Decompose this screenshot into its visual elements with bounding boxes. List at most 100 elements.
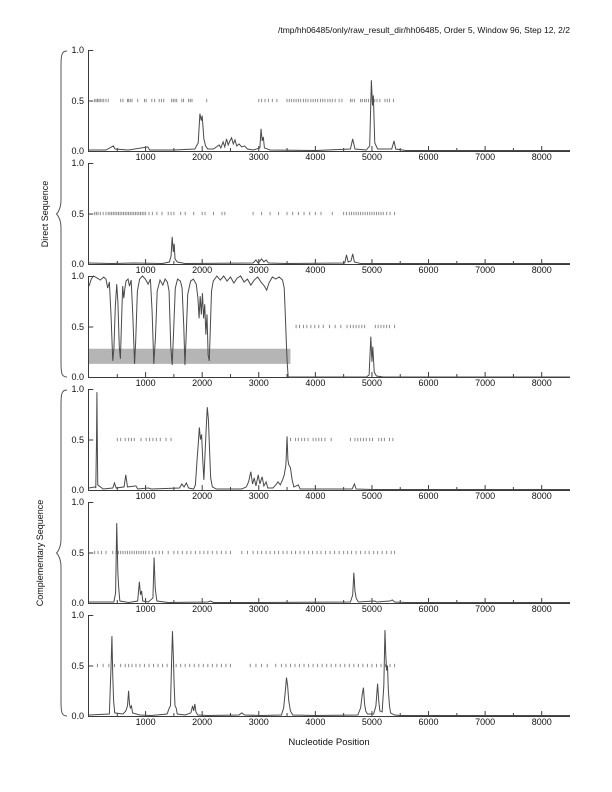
probability-curve bbox=[89, 80, 570, 150]
x-tick-label: 6000 bbox=[418, 378, 439, 388]
y-tick-label: 1.0 bbox=[71, 384, 84, 394]
probability-curve bbox=[89, 523, 570, 602]
complementary-sequence-label: Complementary Sequence bbox=[35, 499, 45, 607]
x-tick-label: 5000 bbox=[361, 265, 382, 275]
x-tick-label: 4000 bbox=[305, 604, 326, 614]
orf-marker-row bbox=[117, 438, 393, 441]
x-tick-label: 3000 bbox=[248, 604, 269, 614]
x-tick-label: 4000 bbox=[305, 152, 326, 162]
x-tick-label: 7000 bbox=[475, 152, 496, 162]
x-tick-label: 1000 bbox=[135, 152, 156, 162]
x-tick-label: 5000 bbox=[361, 491, 382, 501]
complementary-group-brace bbox=[55, 389, 68, 717]
y-tick-label: 0.0 bbox=[71, 485, 84, 495]
x-tick-label: 7000 bbox=[475, 491, 496, 501]
panel-plot-area bbox=[89, 276, 570, 377]
y-tick-label: 1.0 bbox=[71, 45, 84, 55]
x-tick-label: 2000 bbox=[192, 378, 213, 388]
panel-plot-area bbox=[89, 502, 570, 603]
highlight-band bbox=[89, 348, 291, 364]
x-tick-label: 6000 bbox=[418, 152, 439, 162]
x-tick-label-row: 1000 2000 3000 4000 5000 6000 7000 8000 bbox=[89, 491, 570, 502]
x-tick-label: 2000 bbox=[192, 717, 213, 727]
x-tick-label: 3000 bbox=[248, 265, 269, 275]
x-tick-label: 4000 bbox=[305, 378, 326, 388]
axis-ticks bbox=[89, 389, 542, 490]
axis-ticks bbox=[89, 615, 542, 716]
x-tick-label: 3000 bbox=[248, 152, 269, 162]
x-tick-label: 3000 bbox=[248, 491, 269, 501]
x-tick-label: 5000 bbox=[361, 378, 382, 388]
x-tick-label: 3000 bbox=[248, 378, 269, 388]
panel-direct-frame-2: 1.0 0.5 0.0 1000 2000 3000 4000 5000 6000 7000 800… bbox=[71, 158, 570, 275]
panel-complementary-frame-3: 1.0 0.5 0.0 1000 2000 3000 4000 5000 6000 7000 800… bbox=[71, 610, 570, 727]
panel-complementary-frame-2: 1.0 0.5 0.0 1000 2000 3000 4000 5000 6000 7000 800… bbox=[71, 497, 570, 614]
direct-group-brace bbox=[55, 50, 68, 378]
x-tick-label: 6000 bbox=[418, 717, 439, 727]
probability-curve bbox=[89, 237, 570, 264]
x-tick-label: 5000 bbox=[361, 604, 382, 614]
panel-plot-area bbox=[89, 615, 570, 716]
y-tick-label: 0.5 bbox=[71, 321, 84, 332]
x-tick-label: 1000 bbox=[135, 604, 156, 614]
orf-marker-row bbox=[296, 325, 394, 328]
y-tick-label: 0.0 bbox=[71, 598, 84, 608]
x-tick-label: 7000 bbox=[475, 378, 496, 388]
panel-plot-area bbox=[89, 163, 570, 264]
y-tick-label: 1.0 bbox=[71, 158, 84, 168]
x-tick-label: 5000 bbox=[361, 717, 382, 727]
plot-title: /tmp/hh06485/only/raw_result_dir/hh06485… bbox=[277, 25, 570, 35]
x-tick-label: 8000 bbox=[531, 152, 552, 162]
y-tick-label: 0.0 bbox=[71, 146, 84, 156]
x-tick-label: 2000 bbox=[192, 152, 213, 162]
probability-curve bbox=[89, 276, 570, 377]
x-tick-label: 1000 bbox=[135, 717, 156, 727]
x-tick-label: 4000 bbox=[305, 265, 326, 275]
x-tick-label: 7000 bbox=[475, 604, 496, 614]
orf-marker-row bbox=[97, 664, 394, 667]
y-tick-label: 0.5 bbox=[71, 208, 84, 219]
x-tick-label: 6000 bbox=[418, 491, 439, 501]
probability-curve bbox=[89, 392, 570, 489]
x-tick-label: 7000 bbox=[475, 265, 496, 275]
x-tick-label: 4000 bbox=[305, 491, 326, 501]
x-tick-label: 7000 bbox=[475, 717, 496, 727]
y-tick-label: 0.5 bbox=[71, 434, 84, 445]
x-tick-label: 4000 bbox=[305, 717, 326, 727]
panel-direct-frame-1: 1.0 0.5 0.0 1000 2000 3000 4000 5000 6000 7000 800… bbox=[71, 45, 570, 162]
panel-complementary-frame-1: 1.0 0.5 0.0 1000 2000 3000 4000 5000 6000 7000 800… bbox=[71, 384, 570, 501]
x-tick-label: 2000 bbox=[192, 604, 213, 614]
x-tick-label: 3000 bbox=[248, 717, 269, 727]
x-tick-label: 2000 bbox=[192, 491, 213, 501]
y-tick-label: 1.0 bbox=[71, 610, 84, 620]
x-tick-label: 8000 bbox=[531, 265, 552, 275]
x-tick-label: 1000 bbox=[135, 265, 156, 275]
y-tick-label: 0.5 bbox=[71, 660, 84, 671]
x-tick-label: 8000 bbox=[531, 491, 552, 501]
y-tick-label: 1.0 bbox=[71, 497, 84, 507]
x-tick-label: 8000 bbox=[531, 378, 552, 388]
x-tick-label: 5000 bbox=[361, 152, 382, 162]
y-tick-label: 0.5 bbox=[71, 547, 84, 558]
y-tick-label: 1.0 bbox=[71, 271, 84, 281]
probability-curve bbox=[89, 630, 570, 715]
x-tick-label-row: 1000 2000 3000 4000 5000 6000 7000 8000 bbox=[89, 717, 570, 728]
x-tick-label-row: 1000 2000 3000 4000 5000 6000 7000 8000 bbox=[89, 265, 570, 276]
x-tick-label: 2000 bbox=[192, 265, 213, 275]
x-tick-label-row: 1000 2000 3000 4000 5000 6000 7000 8000 bbox=[89, 378, 570, 389]
panel-plot-area bbox=[89, 50, 570, 151]
x-tick-label-row: 1000 2000 3000 4000 5000 6000 7000 8000 bbox=[89, 152, 570, 163]
x-tick-label: 1000 bbox=[135, 491, 156, 501]
panel-direct-frame-3: 1.0 0.5 0.0 1000 2000 3000 4000 5000 6000 7000 800… bbox=[71, 271, 570, 388]
direct-sequence-label: Direct Sequence bbox=[40, 180, 50, 248]
x-tick-label: 6000 bbox=[418, 604, 439, 614]
x-tick-label: 8000 bbox=[531, 604, 552, 614]
y-tick-label: 0.0 bbox=[71, 372, 84, 382]
orf-marker-row bbox=[95, 212, 395, 215]
orf-marker-row bbox=[95, 551, 395, 554]
x-tick-label: 6000 bbox=[418, 265, 439, 275]
x-axis-label: Nucleotide Position bbox=[288, 737, 370, 748]
y-tick-label: 0.0 bbox=[71, 711, 84, 721]
y-tick-label: 0.0 bbox=[71, 259, 84, 269]
